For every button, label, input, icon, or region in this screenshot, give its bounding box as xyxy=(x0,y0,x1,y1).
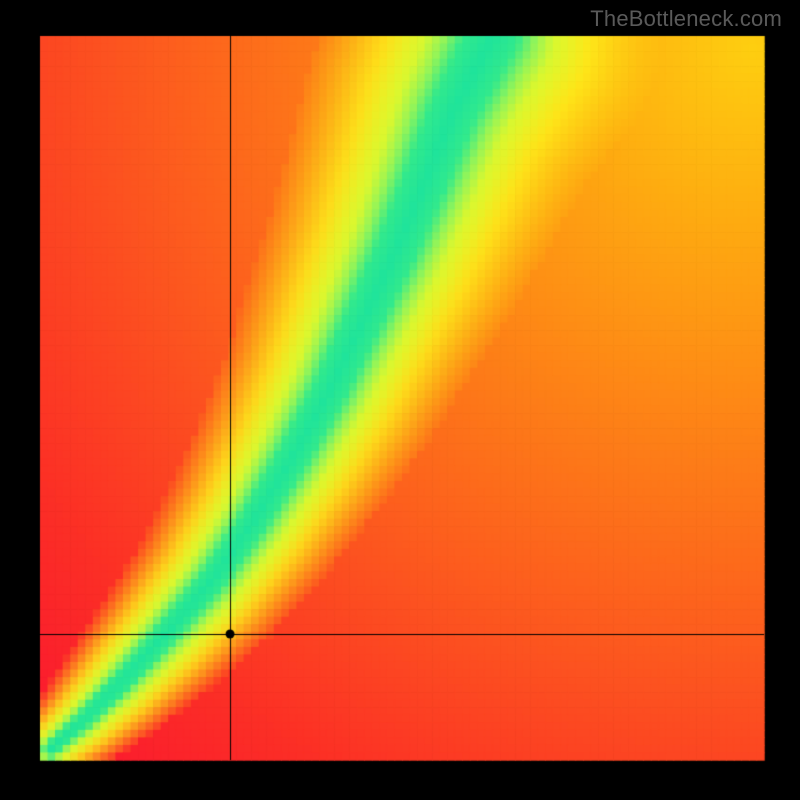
chart-container: TheBottleneck.com xyxy=(0,0,800,800)
watermark-label: TheBottleneck.com xyxy=(590,6,782,32)
heatmap-canvas xyxy=(0,0,800,800)
